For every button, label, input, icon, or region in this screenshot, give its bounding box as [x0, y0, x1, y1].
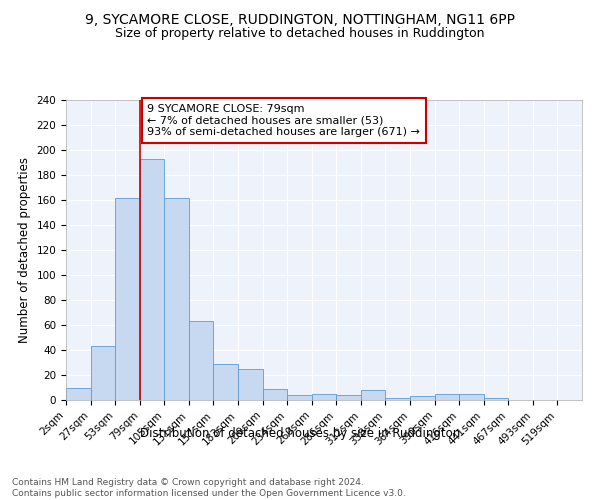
Bar	[164, 198, 189, 400]
Text: Contains HM Land Registry data © Crown copyright and database right 2024.
Contai: Contains HM Land Registry data © Crown c…	[12, 478, 406, 498]
Bar	[459, 394, 484, 400]
Y-axis label: Number of detached properties: Number of detached properties	[18, 157, 31, 343]
Bar	[336, 395, 361, 400]
Bar	[287, 395, 312, 400]
Bar	[434, 394, 459, 400]
Bar	[385, 398, 410, 400]
Text: 9, SYCAMORE CLOSE, RUDDINGTON, NOTTINGHAM, NG11 6PP: 9, SYCAMORE CLOSE, RUDDINGTON, NOTTINGHA…	[85, 12, 515, 26]
Text: Size of property relative to detached houses in Ruddington: Size of property relative to detached ho…	[115, 28, 485, 40]
Bar	[214, 364, 238, 400]
Bar	[410, 396, 434, 400]
Bar	[312, 394, 336, 400]
Bar	[91, 346, 115, 400]
Bar	[263, 389, 287, 400]
Bar	[361, 390, 385, 400]
Bar	[189, 322, 214, 400]
Bar	[66, 388, 91, 400]
Text: 9 SYCAMORE CLOSE: 79sqm
← 7% of detached houses are smaller (53)
93% of semi-det: 9 SYCAMORE CLOSE: 79sqm ← 7% of detached…	[147, 104, 420, 137]
Bar	[238, 369, 263, 400]
Bar	[115, 198, 140, 400]
Text: Distribution of detached houses by size in Ruddington: Distribution of detached houses by size …	[140, 428, 460, 440]
Bar	[484, 398, 508, 400]
Bar	[140, 159, 164, 400]
